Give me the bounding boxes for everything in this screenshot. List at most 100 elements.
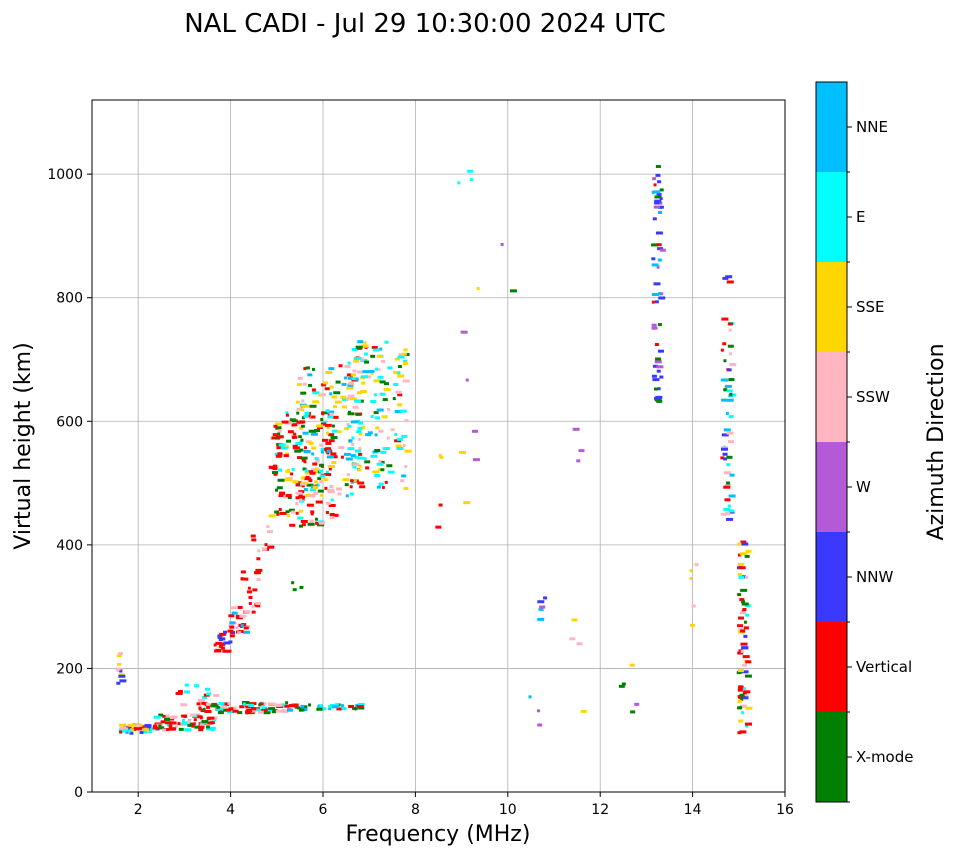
data-point (305, 493, 310, 497)
data-point (572, 427, 580, 431)
data-point (118, 729, 126, 733)
data-point (349, 397, 357, 401)
y-tick-label: 200 (56, 661, 83, 677)
data-point (364, 460, 371, 464)
data-point (438, 503, 443, 507)
data-point (275, 454, 282, 458)
data-point (143, 727, 150, 731)
data-point (656, 399, 663, 403)
data-point (460, 330, 468, 334)
data-point (737, 572, 742, 576)
data-point (694, 563, 699, 567)
data-point (397, 371, 401, 375)
data-point (268, 702, 276, 706)
data-point (202, 707, 206, 711)
data-point (657, 258, 662, 262)
data-point (357, 468, 362, 472)
data-point (658, 201, 663, 205)
colorbar-tick-label: NNE (856, 118, 888, 136)
data-point (323, 707, 327, 711)
colorbar-swatch-x-mode (816, 712, 847, 802)
data-point (346, 386, 354, 390)
data-point (740, 697, 744, 701)
data-point (119, 723, 127, 727)
data-point (356, 705, 364, 709)
data-point (335, 487, 342, 491)
data-point (311, 367, 315, 371)
data-point (654, 300, 659, 304)
data-point (651, 292, 659, 296)
data-point (655, 173, 661, 177)
data-point (379, 347, 383, 351)
data-point (378, 429, 384, 433)
data-point (739, 693, 745, 697)
data-point (314, 470, 322, 474)
data-point (287, 430, 294, 434)
data-point (328, 464, 336, 468)
data-point (352, 706, 357, 710)
data-point (657, 349, 664, 353)
x-tick-label: 4 (226, 802, 235, 818)
data-point (325, 441, 332, 445)
data-point (215, 648, 222, 652)
data-point (285, 413, 289, 417)
data-point (353, 399, 361, 403)
data-point (377, 375, 384, 379)
data-point (291, 510, 296, 514)
data-point (306, 483, 314, 487)
data-point (277, 478, 285, 482)
data-point (132, 727, 137, 731)
data-point (206, 727, 214, 731)
data-point (346, 473, 350, 477)
colorbar-tick-label: SSW (856, 388, 890, 406)
data-point (722, 342, 727, 346)
data-point (204, 709, 212, 713)
data-point (380, 468, 385, 472)
data-point (328, 367, 335, 371)
data-point (278, 468, 283, 472)
data-point (348, 704, 355, 708)
data-point (740, 540, 747, 544)
data-point (458, 450, 466, 454)
data-point (251, 605, 255, 609)
data-point (722, 452, 728, 456)
data-point (263, 702, 267, 706)
data-point (435, 525, 442, 529)
data-point (300, 438, 304, 442)
colorbar-tick-label: W (856, 478, 871, 496)
data-point (657, 395, 662, 399)
data-point (383, 388, 391, 392)
data-point (359, 485, 366, 489)
data-point (289, 523, 296, 527)
data-point (374, 367, 378, 371)
data-point (354, 707, 358, 711)
data-point (370, 454, 378, 458)
data-point (267, 545, 275, 549)
data-point (500, 242, 504, 246)
colorbar-frame (815, 81, 848, 803)
data-point (345, 457, 353, 461)
data-point (737, 731, 742, 735)
data-point (272, 433, 278, 437)
data-point (314, 517, 318, 521)
data-point (742, 687, 746, 691)
data-point (657, 323, 662, 327)
data-point (333, 391, 341, 395)
grid-lines (92, 100, 786, 793)
data-point (509, 289, 517, 293)
data-point (743, 634, 748, 638)
data-point (192, 722, 196, 726)
data-point (316, 707, 323, 711)
data-point (740, 588, 748, 592)
data-point (308, 383, 313, 387)
data-point (653, 183, 657, 187)
data-point (656, 265, 660, 269)
data-point (299, 426, 304, 430)
data-point (326, 451, 330, 455)
data-point (338, 364, 343, 368)
data-point (289, 704, 297, 708)
data-point (287, 708, 294, 712)
data-point (537, 709, 541, 713)
data-point (115, 667, 121, 671)
data-point (319, 704, 323, 708)
